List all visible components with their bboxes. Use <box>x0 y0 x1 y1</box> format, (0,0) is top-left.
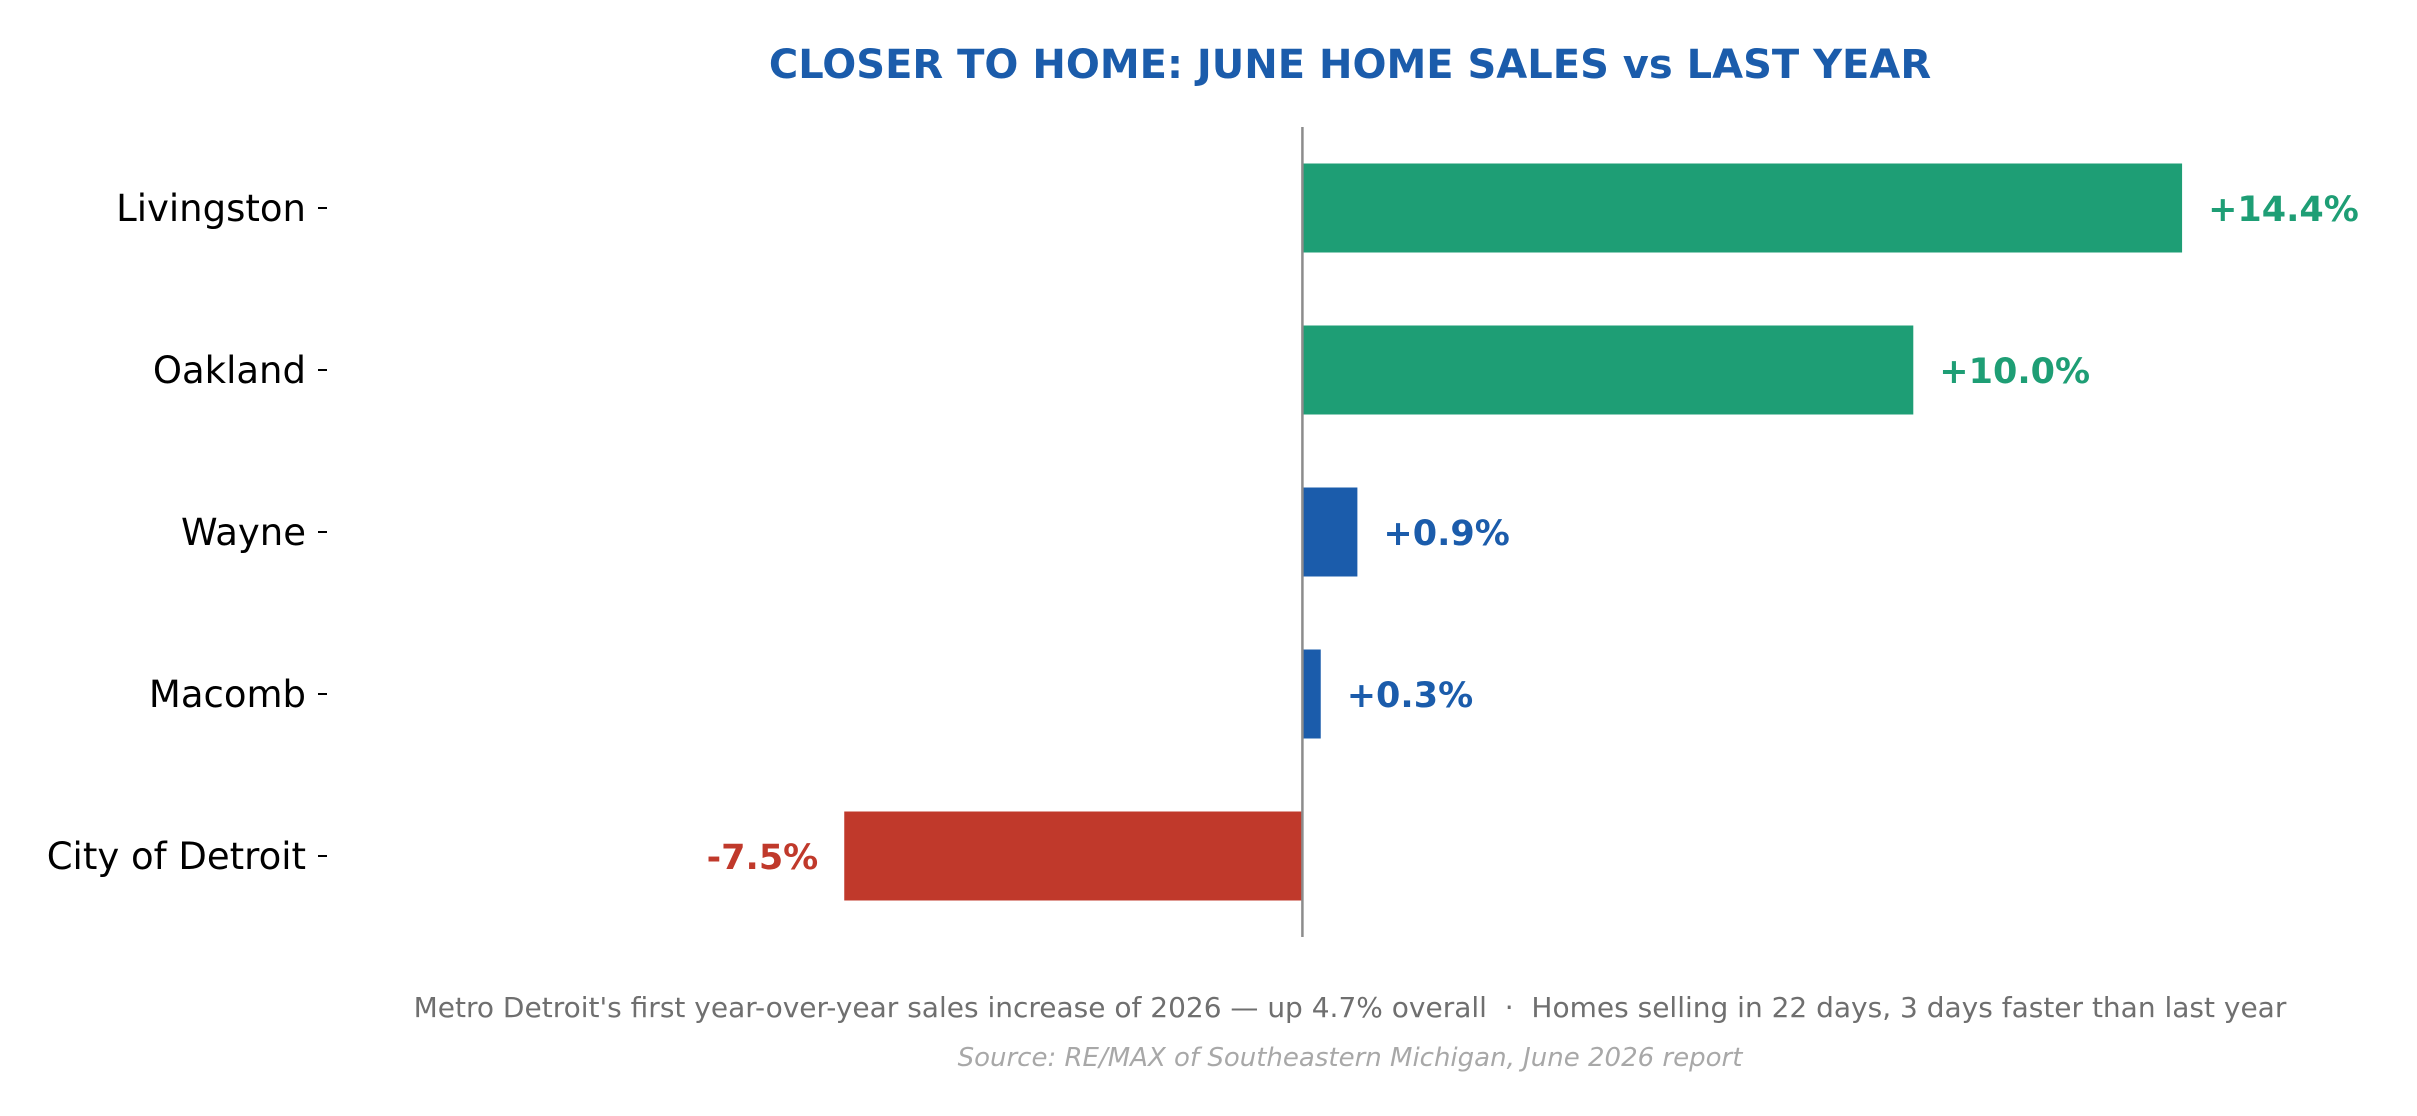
value-label-wayne: +0.9% <box>1383 514 1509 554</box>
value-label-oakland: +10.0% <box>1939 352 2090 392</box>
y-tick-label-livingston: Livingston <box>116 187 306 230</box>
bars-layer <box>844 127 2183 937</box>
bar-livingston <box>1302 163 2183 253</box>
y-tick-label-wayne: Wayne <box>181 511 306 554</box>
value-label-macomb: +0.3% <box>1347 676 1473 716</box>
chart-source: Source: RE/MAX of Southeastern Michigan,… <box>958 1043 1744 1073</box>
y-tick-label-oakland: Oakland <box>153 349 306 392</box>
bar-oakland <box>1302 325 1914 415</box>
chart-title: CLOSER TO HOME: JUNE HOME SALES vs LAST … <box>769 42 1931 88</box>
bar-wayne <box>1302 487 1358 577</box>
y-tick-label-macomb: Macomb <box>149 673 306 716</box>
bar-macomb <box>1302 649 1321 739</box>
labels-layer: Livingston +14.4% Oakland +10.0% Wayne +0.9% M… <box>47 187 2359 878</box>
bar-city-of-detroit <box>844 811 1303 901</box>
value-label-livingston: +14.4% <box>2208 190 2359 230</box>
y-tick-label-city-of-detroit: City of Detroit <box>47 835 306 878</box>
chart-subtitle: Metro Detroit's first year-over-year sal… <box>414 991 2287 1024</box>
value-label-city-of-detroit: -7.5% <box>707 838 819 878</box>
